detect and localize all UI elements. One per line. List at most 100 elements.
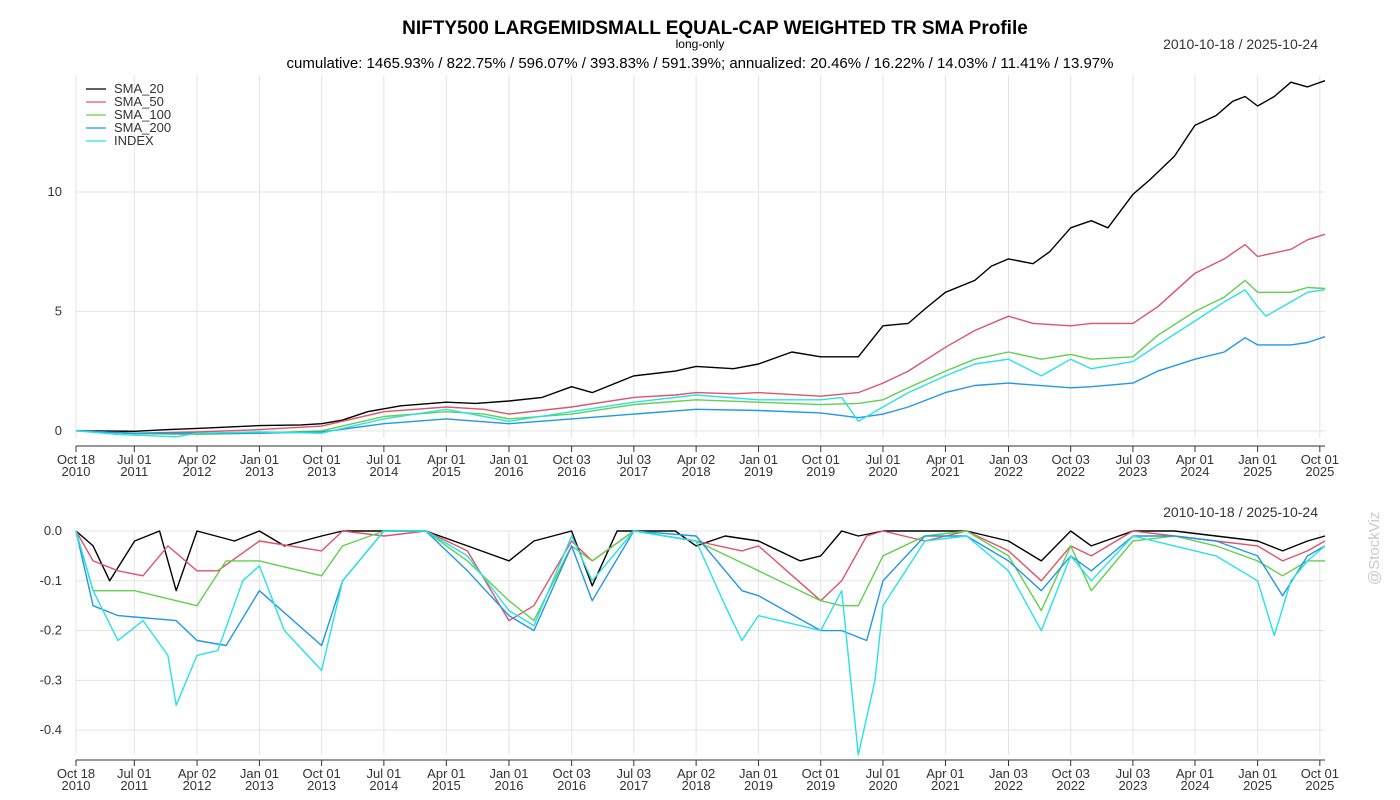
bottom-x-tick-label: Oct 01 xyxy=(302,766,340,781)
bottom-x-tick-label: Oct 01 xyxy=(802,766,840,781)
top-x-tick-label: Apr 01 xyxy=(926,452,964,467)
bottom-x-tick-label: Jul 01 xyxy=(367,766,402,781)
top-x-tick-label: Oct 18 xyxy=(57,452,95,467)
performance-stats: cumulative: 1465.93% / 822.75% / 596.07%… xyxy=(286,55,1114,72)
top-series-sma-200 xyxy=(75,336,1326,434)
top-x-tick-year: 2017 xyxy=(619,464,648,479)
date-range-bottom: 2010-10-18 / 2025-10-24 xyxy=(1163,504,1318,520)
bottom-y-tick-label: -0.4 xyxy=(40,722,62,737)
bottom-x-tick-year: 2019 xyxy=(806,778,835,793)
bottom-x-tick-year: 2018 xyxy=(682,778,711,793)
top-x-tick-year: 2025 xyxy=(1305,464,1334,479)
top-y-tick-label: 5 xyxy=(55,303,62,318)
top-x-tick-label: Jul 01 xyxy=(367,452,402,467)
bottom-x-tick-year: 2024 xyxy=(1181,778,1210,793)
bottom-x-tick-year: 2013 xyxy=(245,778,274,793)
top-x-tick-label: Apr 02 xyxy=(178,452,216,467)
top-x-tick-year: 2018 xyxy=(682,464,711,479)
date-range-top: 2010-10-18 / 2025-10-24 xyxy=(1163,36,1318,52)
top-x-tick-year: 2021 xyxy=(931,464,960,479)
top-x-tick-label: Oct 03 xyxy=(1052,452,1090,467)
top-y-tick-label: 10 xyxy=(48,184,62,199)
top-x-tick-label: Apr 02 xyxy=(677,452,715,467)
legend-label-sma-20: SMA_20 xyxy=(114,81,164,96)
top-x-tick-year: 2011 xyxy=(120,464,148,479)
bottom-y-tick-label: 0.0 xyxy=(44,523,62,538)
bottom-x-tick-year: 2016 xyxy=(495,778,524,793)
bottom-y-tick-label: -0.1 xyxy=(40,573,62,588)
bottom-x-tick-label: Jan 01 xyxy=(739,766,778,781)
top-series-index xyxy=(75,289,1326,438)
top-x-tick-year: 2024 xyxy=(1181,464,1210,479)
top-x-tick-year: 2023 xyxy=(1118,464,1147,479)
bottom-x-tick-year: 2010 xyxy=(62,778,91,793)
bottom-x-tick-label: Oct 01 xyxy=(1301,766,1339,781)
bottom-x-tick-year: 2012 xyxy=(183,778,212,793)
bottom-x-tick-year: 2015 xyxy=(432,778,461,793)
bottom-x-tick-label: Jan 01 xyxy=(240,766,279,781)
bottom-x-tick-label: Jan 01 xyxy=(1238,766,1277,781)
top-x-tick-year: 2020 xyxy=(869,464,898,479)
top-x-tick-year: 2016 xyxy=(495,464,524,479)
bottom-series-index xyxy=(75,530,1326,756)
top-x-tick-label: Jul 03 xyxy=(616,452,651,467)
top-x-tick-year: 2019 xyxy=(806,464,835,479)
bottom-x-tick-label: Apr 02 xyxy=(178,766,216,781)
top-series-sma-100 xyxy=(75,279,1326,436)
top-x-tick-year: 2010 xyxy=(62,464,91,479)
bottom-series-sma-20 xyxy=(75,530,1326,592)
bottom-x-tick-label: Jul 01 xyxy=(866,766,901,781)
bottom-x-tick-year: 2023 xyxy=(1118,778,1147,793)
bottom-x-tick-label: Oct 03 xyxy=(552,766,590,781)
top-x-tick-year: 2019 xyxy=(744,464,773,479)
top-x-tick-label: Apr 01 xyxy=(1176,452,1214,467)
bottom-x-tick-year: 2025 xyxy=(1243,778,1272,793)
bottom-x-tick-year: 2022 xyxy=(994,778,1023,793)
bottom-y-tick-label: -0.3 xyxy=(40,672,62,687)
top-x-tick-label: Oct 01 xyxy=(302,452,340,467)
top-x-tick-year: 2013 xyxy=(245,464,274,479)
bottom-x-tick-year: 2016 xyxy=(557,778,586,793)
bottom-series-sma-50 xyxy=(75,530,1326,622)
bottom-x-tick-label: Apr 01 xyxy=(926,766,964,781)
top-x-tick-year: 2015 xyxy=(432,464,461,479)
legend-label-sma-50: SMA_50 xyxy=(114,94,164,109)
top-x-tick-label: Jul 03 xyxy=(1116,452,1151,467)
top-x-tick-label: Jan 01 xyxy=(489,452,528,467)
bottom-x-tick-label: Jan 01 xyxy=(489,766,528,781)
bottom-x-tick-label: Oct 03 xyxy=(1052,766,1090,781)
top-x-tick-label: Jan 01 xyxy=(240,452,279,467)
bottom-x-tick-year: 2020 xyxy=(869,778,898,793)
bottom-series-sma-200 xyxy=(75,530,1326,647)
top-x-tick-year: 2012 xyxy=(183,464,212,479)
legend-label-sma-100: SMA_100 xyxy=(114,107,171,122)
bottom-x-tick-label: Jul 01 xyxy=(117,766,152,781)
bottom-x-tick-year: 2022 xyxy=(1056,778,1085,793)
bottom-x-tick-label: Oct 18 xyxy=(57,766,95,781)
top-x-tick-year: 2013 xyxy=(307,464,336,479)
legend-label-index: INDEX xyxy=(114,133,154,148)
bottom-x-tick-year: 2025 xyxy=(1305,778,1334,793)
top-y-tick-label: 0 xyxy=(55,423,62,438)
top-x-tick-label: Oct 03 xyxy=(552,452,590,467)
top-x-tick-label: Jan 01 xyxy=(1238,452,1277,467)
bottom-y-tick-label: -0.2 xyxy=(40,623,62,638)
bottom-x-tick-label: Jul 03 xyxy=(1116,766,1151,781)
bottom-x-tick-label: Apr 01 xyxy=(1176,766,1214,781)
chart-subtitle: long-only xyxy=(675,37,725,51)
top-x-tick-label: Oct 01 xyxy=(1301,452,1339,467)
top-x-tick-label: Jan 03 xyxy=(989,452,1028,467)
top-series-sma-20 xyxy=(75,80,1326,432)
bottom-x-tick-year: 2014 xyxy=(369,778,398,793)
top-x-tick-label: Jul 01 xyxy=(117,452,152,467)
legend-label-sma-200: SMA_200 xyxy=(114,120,171,135)
bottom-x-tick-year: 2019 xyxy=(744,778,773,793)
top-x-tick-label: Apr 01 xyxy=(427,452,465,467)
bottom-x-tick-year: 2021 xyxy=(931,778,960,793)
bottom-x-tick-year: 2017 xyxy=(619,778,648,793)
top-x-tick-year: 2022 xyxy=(1056,464,1085,479)
top-x-tick-label: Jul 01 xyxy=(866,452,901,467)
